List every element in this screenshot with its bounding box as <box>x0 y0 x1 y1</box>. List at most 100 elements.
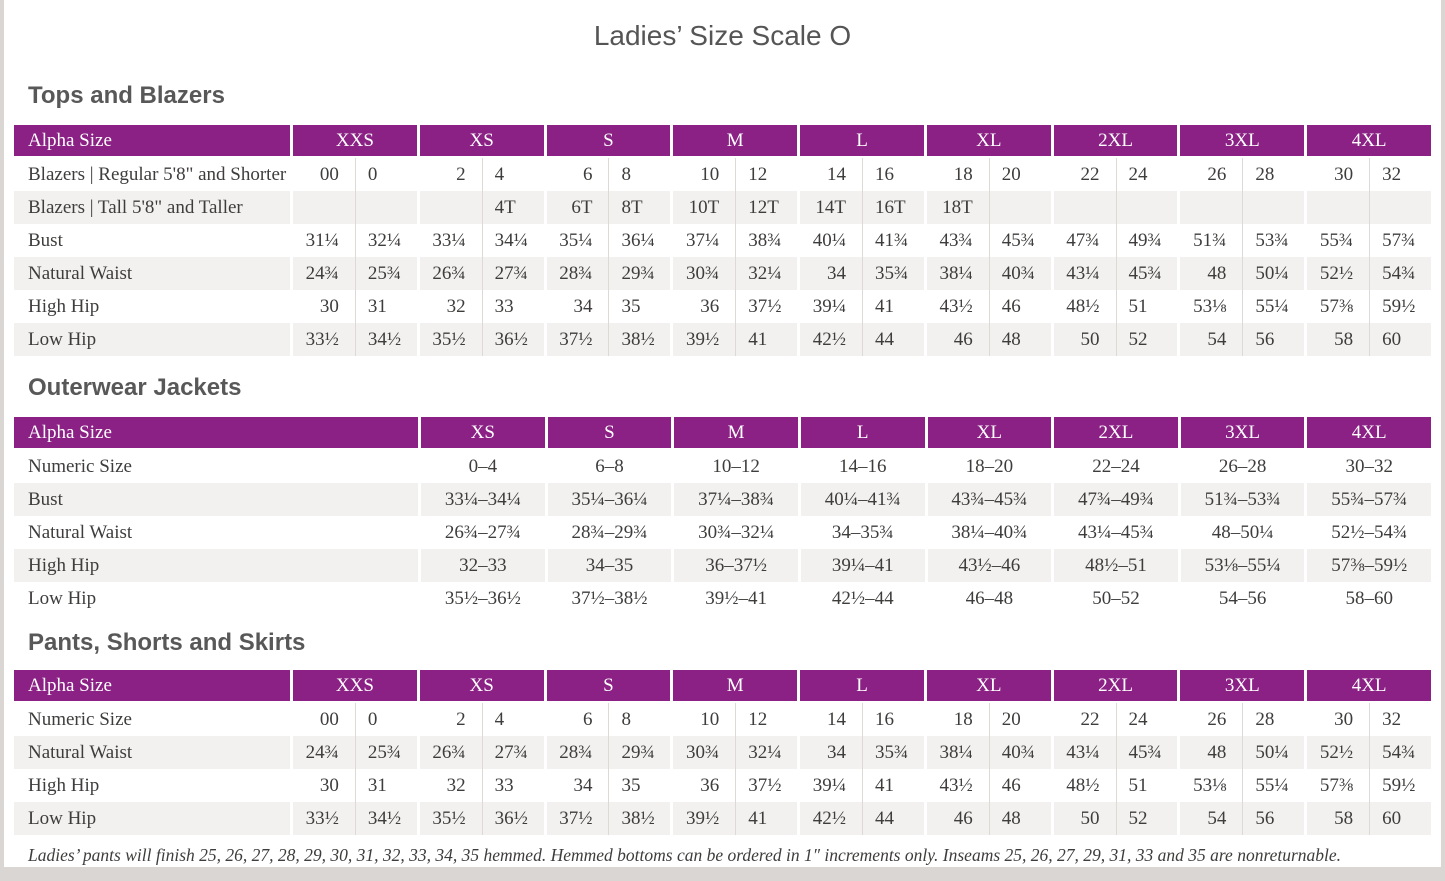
size-col-header: XL <box>926 125 1051 156</box>
size-value: 39½ <box>685 807 720 829</box>
size-group-cell: 48½ 51 <box>1054 769 1178 802</box>
size-value: 53⅛ <box>1193 774 1227 796</box>
row-label: Blazers | Tall 5'8" and Taller <box>14 191 290 224</box>
size-value: 58–60 <box>1345 587 1393 609</box>
size-col-header: XL <box>926 670 1051 701</box>
size-value: 54–56 <box>1218 587 1267 609</box>
size-value: 31 <box>354 769 417 802</box>
size-group-cell: 18T <box>926 191 1051 224</box>
size-group-cell: 34 35¾ <box>800 257 924 290</box>
size-col-header: XS <box>419 670 544 701</box>
size-group-cell: 53⅛ 55¼ <box>1180 769 1304 802</box>
size-value <box>1180 191 1242 224</box>
size-group-cell: 30¾ 32¼ <box>673 257 798 290</box>
size-value: 28 <box>1242 158 1304 191</box>
header-row: Alpha Size XXS XS S M L XL 2XL 3XL 4XL <box>14 125 1431 156</box>
size-value: 45¾ <box>988 224 1051 257</box>
table-row: Blazers | Tall 5'8" and Taller 4T 6T 8T 10T 1… <box>14 191 1431 224</box>
size-col-header: 3XL <box>1180 417 1305 448</box>
size-value: 47¾ <box>1066 229 1100 251</box>
size-value: 14T <box>815 196 846 218</box>
size-value: 60 <box>1369 323 1431 356</box>
size-value: 43½–46 <box>927 549 1052 582</box>
size-group-cell: 43¼ 45¾ <box>1053 736 1178 769</box>
size-value: 30¾ <box>685 741 720 763</box>
row-label: Blazers | Regular 5'8" and Shorter <box>28 163 287 185</box>
size-value: 33½ <box>305 328 339 350</box>
size-value: 37½ <box>735 769 797 802</box>
size-value: 48 <box>988 323 1051 356</box>
row-label: High Hip <box>28 295 100 317</box>
size-group-cell: 00 0 <box>293 703 417 736</box>
size-value: 8 <box>608 158 670 191</box>
size-value: 18T <box>942 196 973 218</box>
size-value: 42½–44 <box>831 587 894 609</box>
size-value <box>1115 191 1178 224</box>
size-group-cell: 38¼ 40¾ <box>926 257 1051 290</box>
size-group-cell: 33¼ 34¼ <box>420 224 544 257</box>
size-value: 10T <box>688 196 720 218</box>
size-value: 40¾ <box>988 736 1051 769</box>
size-value: 43¼ <box>1066 262 1100 284</box>
size-group-cell: 43½ 46 <box>927 290 1051 323</box>
size-group-cell: 50 52 <box>1053 323 1178 356</box>
row-label: Bust <box>28 229 63 251</box>
table-row: Natural Waist 24¾ 25¾ 26¾ 27¾ 28¾ 29¾ 30¾ 32¼ 34 3… <box>14 257 1431 290</box>
size-value: 12 <box>735 703 797 736</box>
size-value: 41 <box>735 323 797 356</box>
size-group-cell: 00 0 <box>293 158 417 191</box>
size-value: 54¾ <box>1369 736 1431 769</box>
size-value: 51¾ <box>1193 229 1227 251</box>
size-value: 29¾ <box>608 257 670 290</box>
size-group-cell: 35½ 36½ <box>419 323 544 356</box>
size-value: 52½–54¾ <box>1331 521 1408 543</box>
size-group-cell: 58 60 <box>1307 802 1431 835</box>
size-value: 28 <box>1242 703 1304 736</box>
size-group-cell: 26¾ 27¾ <box>419 736 544 769</box>
size-value: 30–32 <box>1345 455 1393 477</box>
alpha-size-header: Alpha Size <box>14 125 290 156</box>
pants-shorts-skirts-table: Alpha Size XXS XS S M L XL 2XL 3XL 4XL Numeric Siz… <box>14 670 1431 835</box>
size-group-cell: 37¼ 38¾ <box>673 224 797 257</box>
size-value: 32¼ <box>735 257 797 290</box>
size-value: 37½ <box>735 290 797 323</box>
size-group-cell: 39½ 41 <box>673 802 798 835</box>
size-value: 39½–41 <box>705 587 767 609</box>
size-col-header: M <box>674 417 798 448</box>
size-group-cell: 14 16 <box>800 703 924 736</box>
size-value: 10 <box>700 163 720 185</box>
size-value: 28¾ <box>559 262 593 284</box>
size-value: 43¾–45¾ <box>927 483 1052 516</box>
size-col-header: 2XL <box>1054 417 1178 448</box>
size-value <box>988 191 1051 224</box>
size-value: 28¾–29¾ <box>571 521 648 543</box>
size-value: 38¼ <box>939 262 973 284</box>
size-col-header: S <box>546 125 671 156</box>
size-value: 12 <box>735 158 797 191</box>
size-group-cell <box>293 191 417 224</box>
size-value: 30 <box>319 295 339 317</box>
size-group-cell: 43½ 46 <box>927 769 1051 802</box>
size-value: 34½ <box>354 802 417 835</box>
size-value: 8T <box>608 191 670 224</box>
size-value <box>1369 191 1431 224</box>
size-value: 47¾–49¾ <box>1054 483 1178 516</box>
size-value: 32 <box>1369 158 1431 191</box>
size-col-header: M <box>673 125 798 156</box>
size-value: 39½ <box>685 328 720 350</box>
size-value: 30¾ <box>685 262 720 284</box>
size-col-header: XL <box>927 417 1052 448</box>
size-value: 14 <box>826 163 846 185</box>
size-group-cell: 37½ 38½ <box>546 802 671 835</box>
size-value: 48½–51 <box>1054 549 1178 582</box>
size-value: 57⅜–59½ <box>1307 549 1431 582</box>
size-value: 29¾ <box>608 736 670 769</box>
size-group-cell: 18 20 <box>927 158 1051 191</box>
table-row: Numeric Size 0–4 6–8 10–12 14–16 18–20 22–24 26… <box>14 450 1431 483</box>
size-value: 14 <box>826 708 846 730</box>
section-heading-outerwear-jackets: Outerwear Jackets <box>28 374 242 401</box>
size-group-cell: 34 35 <box>547 290 671 323</box>
size-value: 2 <box>456 163 466 185</box>
size-group-cell: 38¼ 40¾ <box>926 736 1051 769</box>
size-value: 37½–38½ <box>571 587 648 609</box>
